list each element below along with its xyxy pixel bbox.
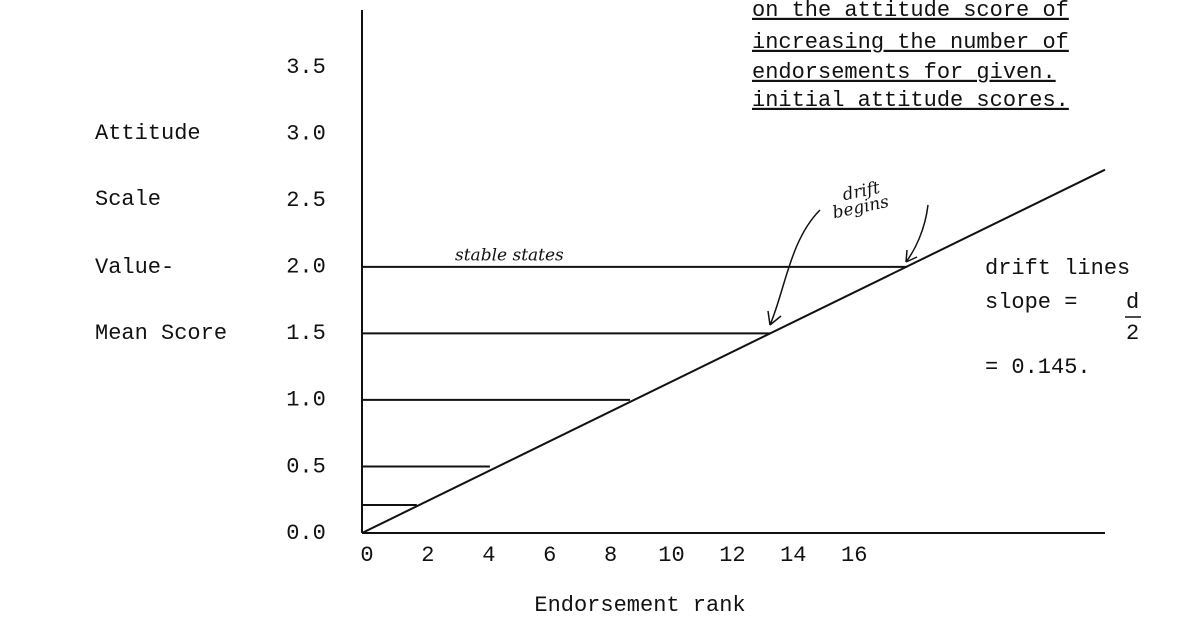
x-label: Endorsement rank	[534, 593, 745, 618]
title-line: increasing the number of	[752, 30, 1069, 55]
y-tick-label: 3.5	[286, 55, 326, 80]
y-tick-label: 3.0	[286, 122, 326, 147]
annotation: d	[1126, 290, 1139, 315]
y-label-line: Scale	[95, 187, 161, 212]
x-tick-label: 8	[604, 543, 617, 568]
x-tick-label: 10	[658, 543, 684, 568]
x-tick-label: 0	[360, 543, 373, 568]
annotation: stable states	[455, 246, 564, 266]
annotation: 2	[1126, 321, 1139, 346]
title-line: endorsements for given.	[752, 60, 1056, 85]
y-label-line: Attitude	[95, 121, 201, 146]
title-line: initial attitude scores.	[752, 88, 1069, 113]
x-tick-label: 14	[780, 543, 806, 568]
y-tick-label: 1.5	[286, 321, 326, 346]
y-tick-label: 2.0	[286, 255, 326, 280]
annotation: = 0.145.	[985, 355, 1091, 380]
annotation: drift lines	[985, 256, 1130, 281]
title-line: on the attitude score of	[752, 0, 1069, 23]
x-tick-label: 16	[841, 543, 867, 568]
line	[361, 168, 1106, 534]
y-label-line: Mean Score	[95, 321, 227, 346]
annotation: begins	[831, 192, 891, 223]
x-tick-label: 2	[421, 543, 434, 568]
arrow	[905, 204, 929, 263]
x-tick-label: 12	[719, 543, 745, 568]
arrow	[767, 209, 821, 326]
y-label-line: Value-	[95, 255, 174, 280]
y-tick-label: 0.0	[286, 521, 326, 546]
x-tick-label: 4	[482, 543, 495, 568]
y-tick-label: 1.0	[286, 388, 326, 413]
y-tick-label: 2.5	[286, 188, 326, 213]
y-tick-label: 0.5	[286, 454, 326, 479]
annotation: slope =	[985, 290, 1077, 315]
x-tick-label: 6	[543, 543, 556, 568]
